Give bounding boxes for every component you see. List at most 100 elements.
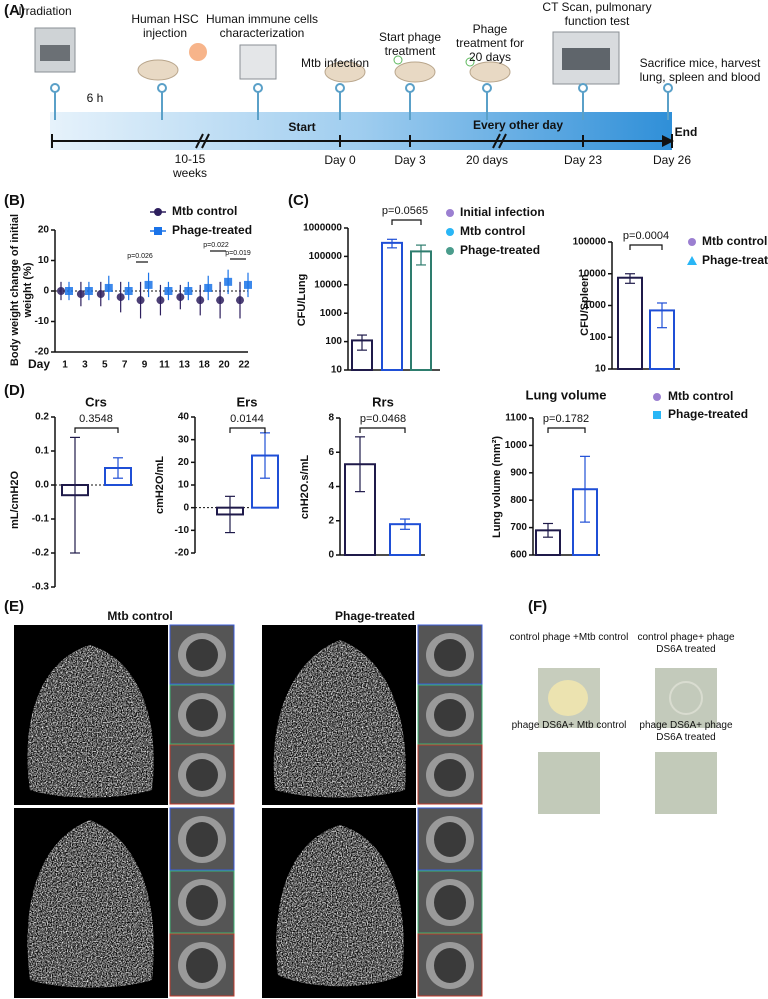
timeline-break [492,133,507,149]
mouse-icon [324,61,366,83]
legend-label: Mtb control [172,204,237,218]
ct-slice-lung [186,948,218,983]
timeline-icons [34,27,674,150]
event-dot [482,83,492,93]
image-title: Mtb control [107,609,172,623]
timeline-day: Day 26 [653,153,691,167]
p-value: p=0.026 [127,253,153,260]
legend-label: Phage-treated [668,407,748,421]
data-point [136,296,145,305]
event-dot [663,83,673,93]
ct-slice-lung [186,822,218,857]
panel-label: (F) [528,598,548,615]
plate-caption: phage DS6A+ phage DS6A treated [639,720,733,743]
x-tick-label: 7 [122,360,128,371]
mouse-icon [137,59,179,81]
event-dot [157,83,167,93]
event-dot [253,83,263,93]
y-tick-label: 0.1 [35,446,49,457]
timeline-day: 10-15 weeks [172,152,207,180]
y-tick-label: 10000 [578,268,606,279]
legend-label: Phage-treated [702,253,768,267]
mouse-icon [469,61,511,83]
legend-label: Initial infection [460,205,545,219]
p-bracket [74,427,119,433]
timeline-day: 20 days [466,153,508,167]
p-value: 0.0144 [230,413,264,425]
lung-render [276,825,404,987]
data-point [65,287,73,295]
ct-slice-lung [186,885,218,920]
legend-marker [446,209,454,217]
plate-caption: control phage+ phage DS6A treated [637,632,735,655]
timeline-day: Day 0 [324,153,356,167]
y-tick-label: 900 [510,467,527,478]
ct-slices [169,624,483,997]
bar [410,250,432,371]
p-bracket [359,427,406,433]
data-point [84,287,93,295]
y-axis-label: CFU/Lung [296,274,308,327]
data-point [216,296,225,305]
bar [381,241,403,372]
event-label: Human HSC injection [131,12,199,40]
cell-icon [189,43,207,61]
plate [538,752,600,814]
p-value: 0.3548 [79,413,113,425]
x-axis-label: Day [28,357,50,371]
y-axis-label: cnH2O.s/mL [299,455,311,519]
p-value: p=0.022 [203,242,229,249]
y-tick-label: 0.2 [35,412,49,423]
legend-marker [653,393,661,401]
ct-slice-lung [434,885,466,920]
panel-label: (E) [4,598,24,615]
p-bracket [629,244,663,250]
ct-slice-lung [186,699,218,731]
y-tick-label: -0.1 [32,514,50,525]
ct-slice-lung [186,759,218,791]
data-point [204,283,213,292]
data-point [104,283,113,292]
legend-label: Mtb control [702,234,767,248]
plate [655,752,717,814]
irradiator-window [40,45,70,61]
timeline-day: Day 23 [564,153,602,167]
legend-marker [446,228,454,236]
event-label: Human immune cells characterization [205,12,319,40]
chart-title: Ers [237,394,258,409]
event-label: Sacrifice mice, harvest lung, spleen and… [639,56,761,84]
data-point [144,280,153,289]
y-tick-label: 1000 [320,308,343,319]
data-point [116,293,125,302]
ct-slice-lung [434,639,466,671]
data-point [96,290,105,299]
y-axis-label: Lung volume (mm²) [491,436,503,538]
legend-label: Phage-treated [172,223,252,237]
plate [655,668,717,728]
x-tick-label: 22 [238,360,250,371]
legend-marker [446,247,454,255]
ct-slice-lung [434,822,466,857]
y-tick-label: 100000 [309,251,343,262]
y-tick-label: -10 [35,316,50,327]
ct-slice-lung [186,639,218,671]
y-tick-label: 20 [178,457,190,468]
y-tick-label: -20 [35,347,50,358]
y-tick-label: 0 [183,502,189,513]
legend-marker [154,227,162,235]
p-value: p=0.0004 [623,230,669,242]
y-tick-label: 100000 [573,237,607,248]
chart-title: Crs [85,394,107,409]
x-tick-label: 13 [179,360,191,371]
y-tick-label: 2 [328,515,334,526]
legend-label: Mtb control [668,389,733,403]
data-point [124,287,133,295]
y-tick-label: 1000 [584,300,607,311]
y-tick-label: 10 [38,255,50,266]
y-tick-label: 10 [331,365,343,376]
chart-title: Rrs [372,394,394,409]
data-point [184,287,193,295]
analyzer-icon [239,44,277,80]
